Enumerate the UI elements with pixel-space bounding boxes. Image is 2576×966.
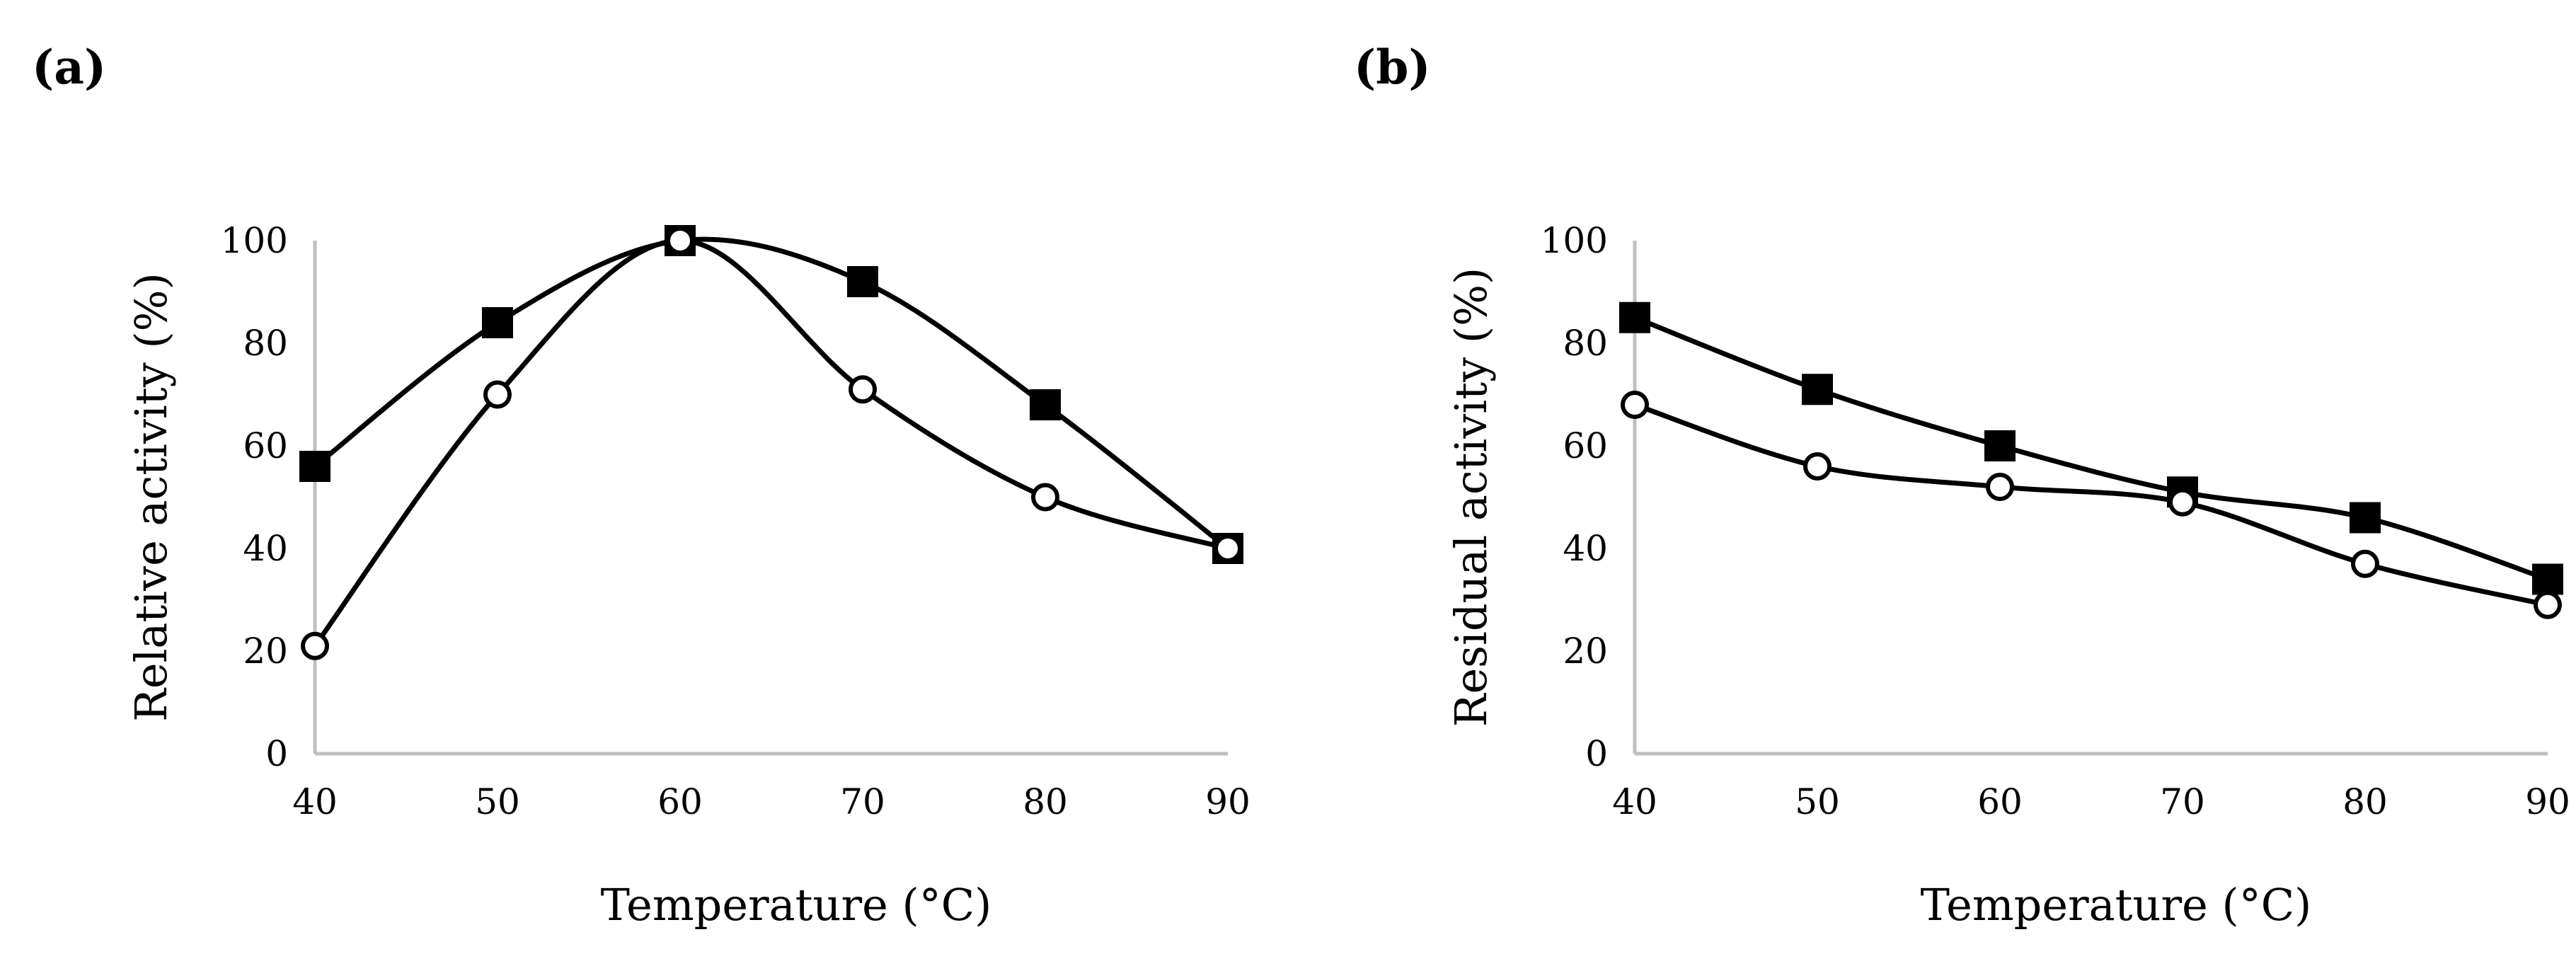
circle-marker	[1986, 473, 2014, 501]
circle-marker	[1031, 483, 1059, 512]
y-tick-label: 20	[243, 631, 288, 672]
x-tick-label: 90	[2525, 781, 2570, 822]
y-tick-label: 60	[1563, 425, 1608, 466]
y-tick-label: 0	[1585, 733, 1608, 774]
y-axis-title: Residual activity (%)	[1445, 268, 1497, 727]
circle-marker	[483, 380, 512, 409]
series-line-1	[312, 236, 1231, 551]
x-tick-label: 80	[1023, 781, 1068, 822]
y-axis-title: Relative activity (%)	[125, 272, 177, 722]
x-tick-label: 70	[840, 781, 885, 822]
square-marker	[1619, 301, 1650, 333]
square-marker	[2532, 563, 2563, 595]
y-tick-label: 60	[243, 425, 288, 466]
chart-a: 0 20 40 60 80 100 40 50 60 70 80 90 Temperature (°C)…	[125, 220, 1250, 931]
x-tick-label: 60	[657, 781, 703, 822]
x-axis-title: Temperature (°C)	[601, 879, 992, 931]
y-tick-label: 80	[1563, 323, 1608, 364]
panel-label-a: (a)	[32, 40, 107, 95]
circle-marker	[301, 631, 329, 660]
circle-marker	[849, 375, 877, 404]
square-marker	[1984, 430, 2016, 461]
x-tick-label: 40	[292, 781, 338, 822]
square-marker	[1802, 374, 1833, 406]
x-tick-label: 80	[2342, 781, 2388, 822]
square-marker	[482, 307, 513, 338]
x-axis-title: Temperature (°C)	[1921, 879, 2312, 931]
square-marker	[847, 266, 878, 297]
panel-label-b: (b)	[1354, 40, 1431, 95]
y-tick-label: 100	[221, 220, 288, 261]
chart-b: 0 20 40 60 80 100 40 50 60 70 80 90 Temperature (°C)…	[1445, 220, 2570, 931]
series-line-1	[1632, 315, 2551, 582]
square-marker	[2350, 502, 2381, 534]
circle-marker	[2168, 488, 2197, 517]
x-tick-label: 50	[1795, 781, 1840, 822]
y-tick-label: 100	[1541, 220, 1608, 261]
x-tick-label: 70	[2160, 781, 2205, 822]
y-tick-label: 40	[1563, 528, 1608, 569]
circle-marker	[2351, 549, 2379, 578]
x-tick-label: 60	[1977, 781, 2023, 822]
y-tick-label: 40	[243, 528, 288, 569]
square-marker	[1030, 389, 1061, 420]
series-line-2	[312, 238, 1231, 649]
series-line-2	[1632, 402, 2551, 608]
x-tick-label: 40	[1612, 781, 1657, 822]
square-marker	[299, 451, 330, 482]
circle-marker	[666, 226, 694, 255]
circle-marker	[1214, 534, 1242, 563]
x-tick-label: 50	[475, 781, 520, 822]
circle-marker	[1803, 452, 1832, 481]
circle-marker	[2534, 590, 2562, 619]
circle-marker	[1621, 391, 1649, 419]
x-tick-label: 90	[1205, 781, 1250, 822]
y-tick-label: 80	[243, 323, 288, 364]
y-tick-label: 20	[1563, 631, 1608, 672]
y-tick-label: 0	[265, 733, 288, 774]
